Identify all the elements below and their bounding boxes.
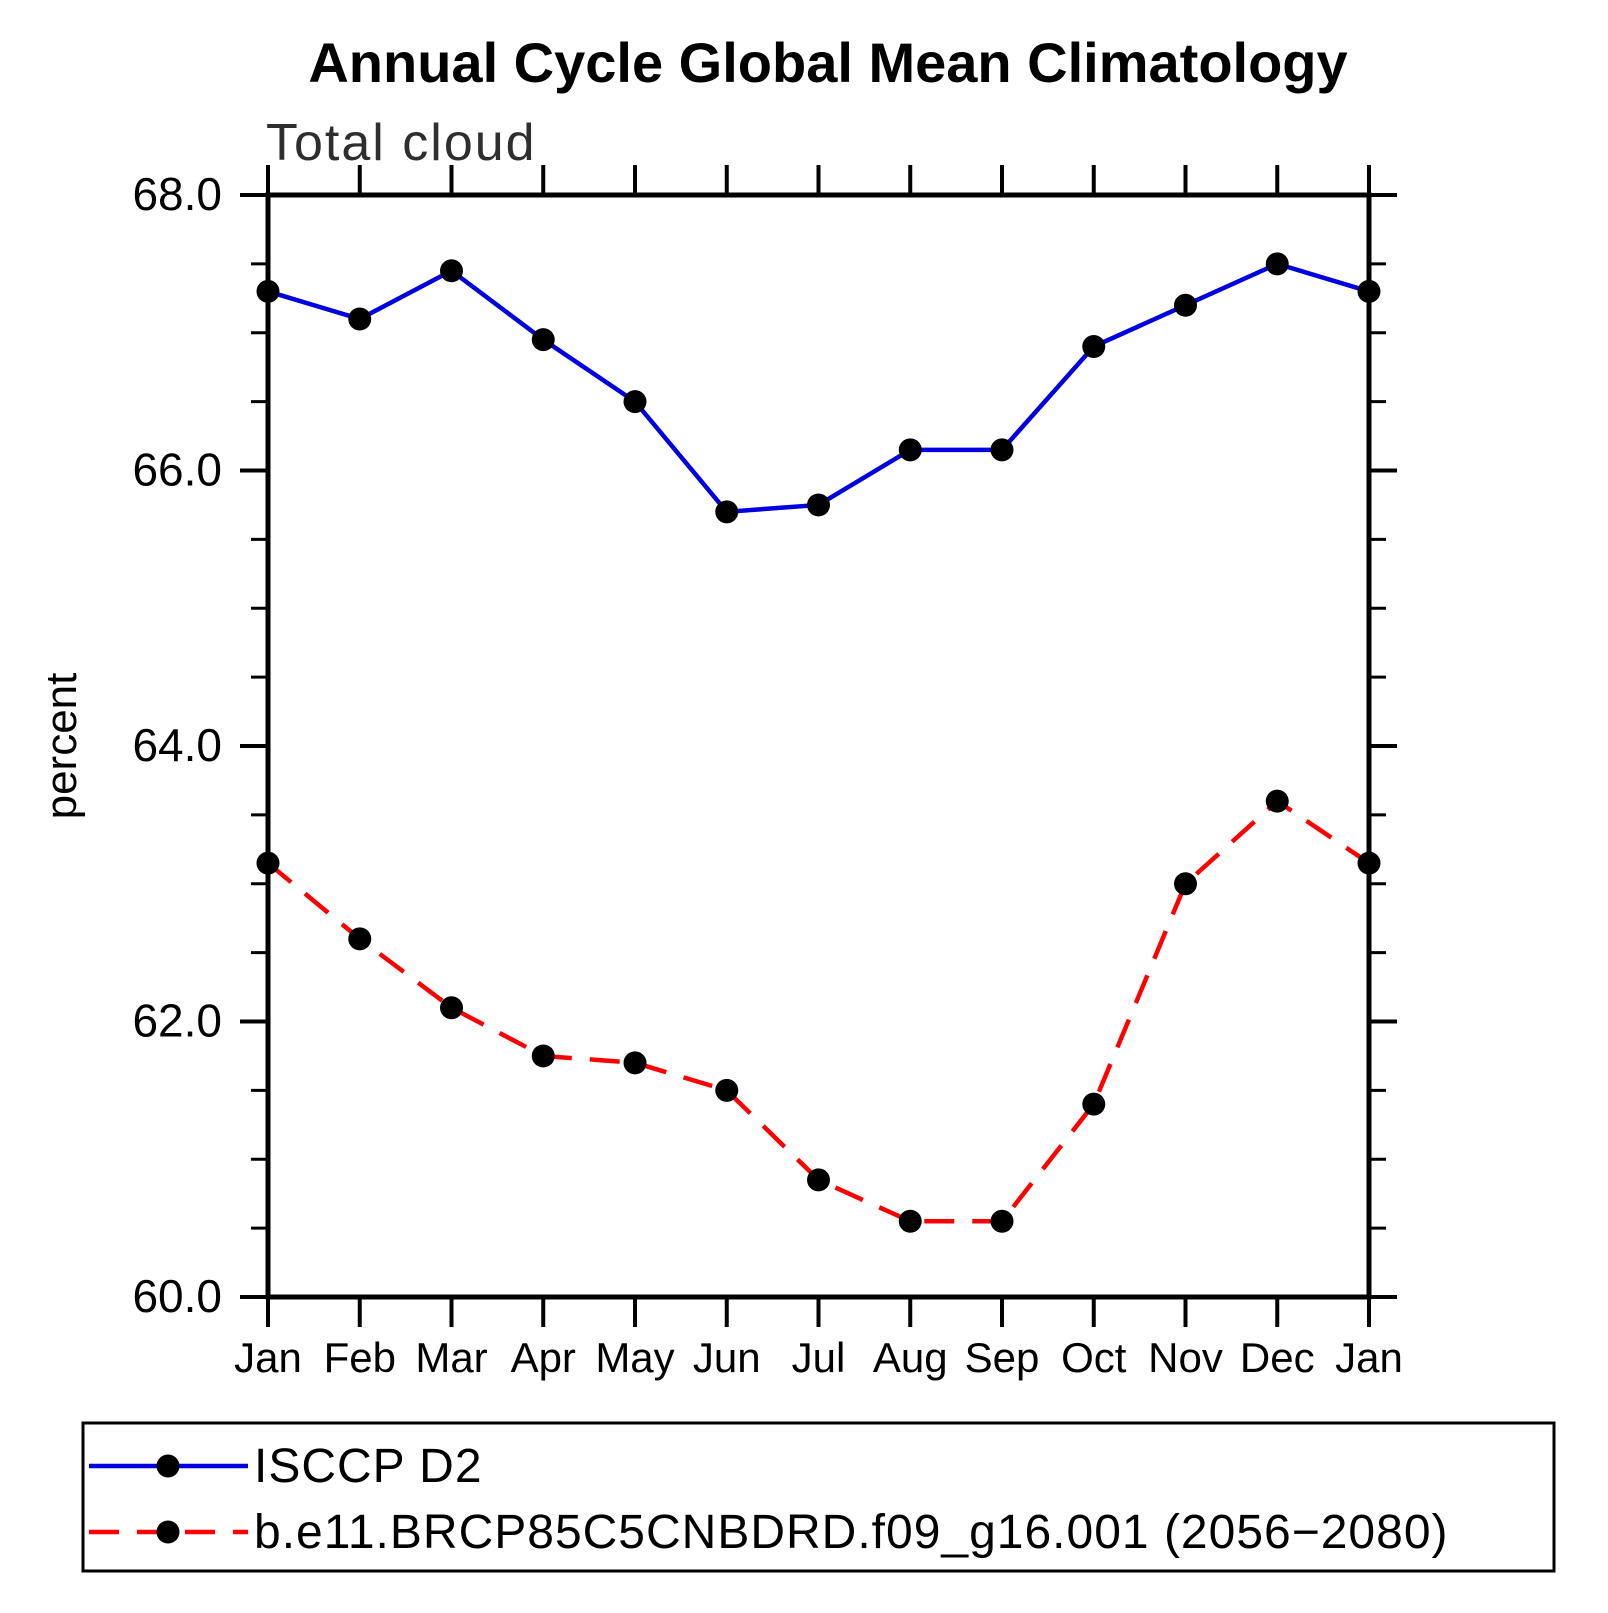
- data-point-marker: [256, 279, 280, 303]
- chart-subtitle: Total cloud: [266, 114, 537, 172]
- data-point-marker: [348, 307, 372, 331]
- series-line-1: [266, 798, 1371, 1224]
- legend-marker-0: [156, 1454, 180, 1478]
- x-tick-label: Jan: [1335, 1334, 1403, 1381]
- legend-box: [81, 1421, 1556, 1573]
- x-tick-label: Feb: [324, 1334, 396, 1381]
- data-point-marker: [531, 1044, 555, 1068]
- legend-label-1: b.e11.BRCP85C5CNBDRD.f09_g16.001 (2056−2…: [254, 1506, 1449, 1559]
- x-tick-label: Jul: [792, 1334, 846, 1381]
- data-point-marker: [623, 1051, 647, 1075]
- data-point-marker: [990, 1209, 1014, 1233]
- legend-marker-1: [156, 1520, 180, 1544]
- x-tick-label: Sep: [965, 1334, 1040, 1381]
- y-tick-label: 68.0: [132, 168, 222, 220]
- data-point-marker: [1357, 851, 1381, 875]
- data-point-marker: [256, 851, 280, 875]
- data-point-marker: [1174, 293, 1197, 317]
- data-point-marker: [1082, 335, 1106, 359]
- data-point-marker: [440, 259, 463, 283]
- data-point-marker: [1265, 789, 1289, 813]
- series-line-0: [267, 261, 1370, 515]
- data-point-marker: [1082, 1092, 1106, 1116]
- x-tick-label: Aug: [873, 1334, 948, 1381]
- data-point-marker: [1265, 252, 1289, 276]
- data-point-marker: [715, 1078, 739, 1102]
- x-tick-label: Jan: [234, 1334, 302, 1381]
- legend-label-0: ISCCP D2: [254, 1440, 483, 1493]
- y-tick-label: 60.0: [132, 1270, 222, 1322]
- data-point-marker: [807, 493, 830, 517]
- data-point-marker: [531, 328, 555, 352]
- data-point-marker: [807, 1168, 830, 1192]
- data-point-marker: [990, 438, 1014, 462]
- plot-frame: [265, 192, 1372, 1300]
- y-tick-label: 66.0: [132, 444, 222, 496]
- x-tick-label: Nov: [1148, 1334, 1223, 1381]
- x-tick-label: Jun: [693, 1334, 761, 1381]
- data-point-marker: [440, 996, 463, 1020]
- data-point-marker: [715, 500, 739, 524]
- data-point-marker: [623, 390, 647, 414]
- data-point-marker: [1357, 279, 1381, 303]
- data-point-marker: [898, 438, 922, 462]
- y-axis-title: percent: [37, 673, 86, 820]
- data-point-marker: [898, 1209, 922, 1233]
- x-tick-label: Oct: [1061, 1334, 1127, 1381]
- data-point-marker: [1174, 872, 1197, 896]
- chart-title: Annual Cycle Global Mean Climatology: [308, 31, 1347, 94]
- x-tick-label: May: [595, 1334, 674, 1381]
- y-tick-label: 62.0: [132, 995, 222, 1047]
- x-tick-label: Mar: [415, 1334, 487, 1381]
- x-tick-label: Apr: [511, 1334, 576, 1381]
- y-tick-label: 64.0: [132, 719, 222, 771]
- x-tick-label: Dec: [1240, 1334, 1315, 1381]
- data-point-marker: [348, 927, 372, 951]
